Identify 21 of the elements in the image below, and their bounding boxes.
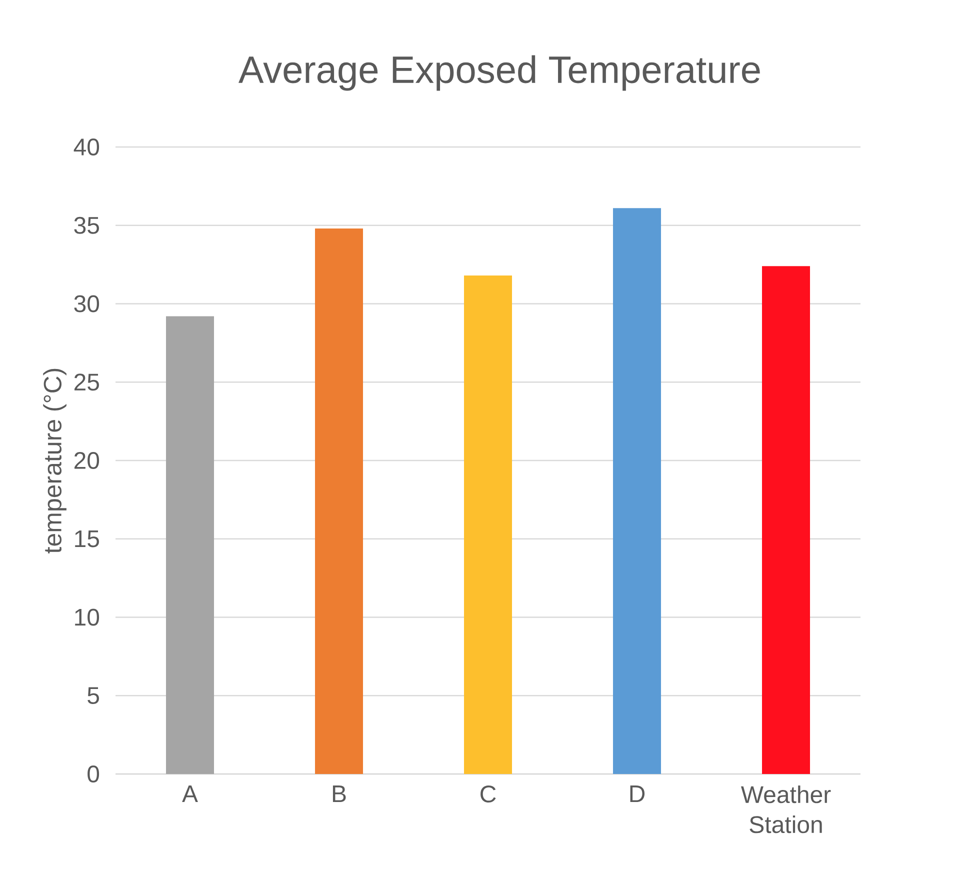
y-tick-label: 40 <box>74 138 100 156</box>
y-tick-label: 10 <box>75 608 100 626</box>
y-axis-title: temperature (°C) <box>43 368 66 554</box>
x-tick-label: C <box>480 786 496 803</box>
bar <box>464 276 512 774</box>
y-tick-label: 0 <box>88 765 100 782</box>
y-tick-label: 5 <box>88 687 99 704</box>
bar <box>315 228 364 774</box>
x-tick-label: D <box>630 786 645 802</box>
x-tick-label: B <box>332 786 346 802</box>
y-tick-label: 15 <box>75 530 99 548</box>
bar <box>166 316 214 774</box>
y-tick-label: 25 <box>74 374 99 391</box>
bar <box>613 208 662 774</box>
chart-title: Average Exposed Temperature <box>238 55 760 91</box>
bar <box>762 266 810 774</box>
y-tick-label: 30 <box>74 295 100 312</box>
x-tick-label: A <box>182 786 198 802</box>
y-tick-label: 35 <box>74 216 99 234</box>
x-tick-label: Weather Station <box>740 786 831 834</box>
y-tick-label: 20 <box>74 452 100 469</box>
